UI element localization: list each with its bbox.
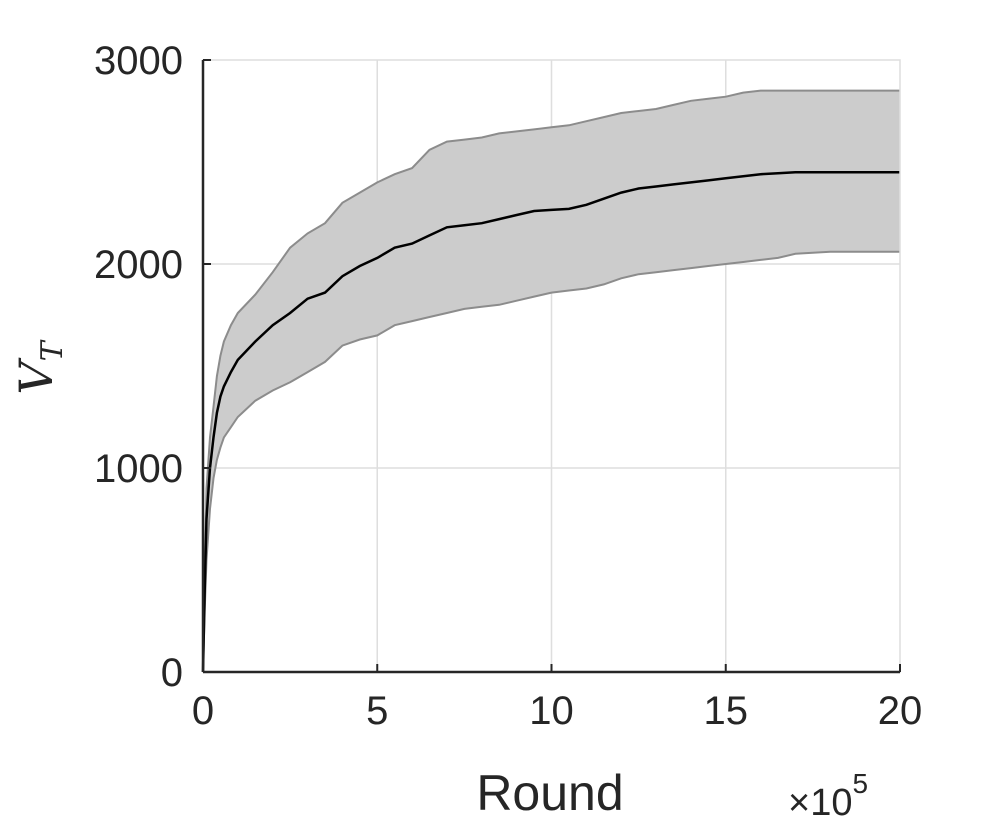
band-upper-edge xyxy=(202,89,900,673)
confidence-band xyxy=(203,90,900,673)
x-tick-label: 20 xyxy=(878,689,923,733)
y-axis-label-subscript: T xyxy=(35,339,70,361)
x-axis-multiplier: ×105 xyxy=(788,768,868,824)
x-tick-label: 5 xyxy=(366,689,388,733)
y-axis-label-main: V xyxy=(9,357,63,395)
mean-line xyxy=(201,170,900,673)
x-axis-label: Round xyxy=(476,765,623,821)
x-axis-multiplier-base: ×10 xyxy=(788,782,852,824)
y-axis-label: VT xyxy=(9,339,70,394)
y-tick-label: 3000 xyxy=(94,39,183,83)
y-tick-label: 1000 xyxy=(94,447,183,491)
x-tick-label: 15 xyxy=(704,689,749,733)
x-tick-label: 0 xyxy=(192,689,214,733)
y-tick-label: 0 xyxy=(161,651,183,695)
axis-ticks: 0 5 10 15 20 0 1000 2000 3000 xyxy=(94,39,922,733)
x-axis-multiplier-exponent: 5 xyxy=(852,768,868,799)
y-tick-label: 2000 xyxy=(94,243,183,287)
x-tick-label: 10 xyxy=(529,689,574,733)
band-lower-edge xyxy=(202,250,900,673)
